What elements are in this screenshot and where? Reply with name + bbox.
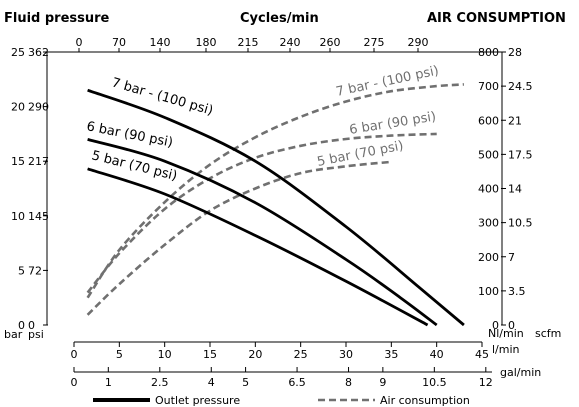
outlet-label-6bar: 6 bar (90 psi)	[85, 119, 174, 150]
left-psi-tick-label: 145	[28, 210, 49, 223]
top-tick-label: 275	[364, 36, 385, 49]
air-consumption-line-0	[86, 83, 464, 299]
top-tick-label: 180	[196, 36, 217, 49]
lmin-unit-label: l/min	[492, 343, 520, 356]
galmin-tick-label: 2.5	[151, 376, 169, 389]
nlmin-unit-label: Nl/min	[488, 327, 524, 340]
right-nlmin-tick-label: 400	[478, 183, 499, 196]
right-nlmin-tick-label: 700	[478, 80, 499, 93]
left-psi-tick-label: 362	[28, 46, 49, 59]
galmin-tick-label: 4	[208, 376, 215, 389]
air-consumption-line-2	[86, 160, 392, 316]
lmin-tick-label: 20	[248, 348, 262, 361]
left-bar-tick-label: 20	[11, 101, 25, 114]
galmin-tick-label: 12	[479, 376, 493, 389]
right-scfm-tick-label: 28	[508, 46, 522, 59]
galmin-tick-label: 5	[242, 376, 249, 389]
top-tick-label: 290	[408, 36, 429, 49]
right-nlmin-tick-label: 600	[478, 114, 499, 127]
right-scfm-tick-label: 14	[508, 183, 522, 196]
left-bar-tick-label: 0	[18, 319, 25, 332]
left-psi-tick-label: 290	[28, 101, 49, 114]
air-label-7bar: 7 bar - (100 psi)	[335, 63, 440, 99]
scfm-unit-label: scfm	[535, 327, 561, 340]
right-scfm-tick-label: 10.5	[508, 217, 533, 230]
top-tick-label: 215	[238, 36, 259, 49]
right-scfm-tick-label: 24.5	[508, 80, 533, 93]
lmin-axis-ticks: 0 5 10 15 20 25 30 35 40 45	[71, 342, 489, 361]
lmin-tick-label: 35	[384, 348, 398, 361]
air-consumption-title: AIR CONSUMPTION	[427, 11, 566, 26]
air-consumption-series	[86, 83, 464, 316]
top-tick-label: 70	[112, 36, 126, 49]
top-tick-label: 260	[320, 36, 341, 49]
galmin-tick-label: 0	[71, 376, 78, 389]
galmin-tick-label: 9	[379, 376, 386, 389]
right-scfm-tick-label: 0	[508, 319, 515, 332]
outlet-pressure-series	[87, 88, 465, 327]
right-scfm-tick-label: 21	[508, 114, 522, 127]
top-axis-ticks: 0 70 140 180 215 240 260 275 290	[76, 36, 429, 52]
fluid-pressure-title: Fluid pressure	[4, 11, 110, 26]
right-nlmin-tick-label: 0	[492, 319, 499, 332]
galmin-tick-label: 8	[345, 376, 352, 389]
top-tick-label: 240	[280, 36, 301, 49]
outlet-pressure-line-1	[87, 138, 438, 327]
bar-unit-label: bar	[4, 328, 23, 341]
lmin-tick-label: 25	[294, 348, 308, 361]
outlet-pressure-line-0	[87, 88, 465, 327]
galmin-unit-label: gal/min	[500, 366, 541, 379]
left-bar-tick-label: 25	[11, 46, 25, 59]
lmin-tick-label: 0	[71, 348, 78, 361]
right-axis-ticks: 0 0 100 3.5 200 7 300 10.5 400 14 500 17.5 600 21 700 2…	[478, 46, 533, 332]
left-bar-tick-label: 5	[18, 264, 25, 277]
galmin-axis-ticks: 0 1 2.5 4 5 6.5 8 9 10.5 12	[71, 367, 493, 389]
left-bar-tick-label: 10	[11, 210, 25, 223]
left-psi-tick-label: 217	[28, 155, 49, 168]
right-scfm-tick-label: 3.5	[508, 285, 526, 298]
left-psi-tick-label: 72	[28, 264, 42, 277]
right-scfm-tick-label: 17.5	[508, 148, 533, 161]
outlet-label-5bar: 5 bar (70 psi)	[90, 148, 179, 184]
psi-unit-label: psi	[28, 328, 44, 341]
galmin-tick-label: 10.5	[422, 376, 447, 389]
right-nlmin-tick-label: 800	[478, 46, 499, 59]
lmin-tick-label: 45	[475, 348, 489, 361]
lmin-tick-label: 40	[430, 348, 444, 361]
right-nlmin-tick-label: 100	[478, 285, 499, 298]
lmin-tick-label: 5	[116, 348, 123, 361]
galmin-tick-label: 1	[105, 376, 112, 389]
air-consumption-line-1	[86, 132, 437, 294]
top-tick-label: 140	[150, 36, 171, 49]
legend-outlet-label: Outlet pressure	[155, 394, 240, 407]
galmin-tick-label: 6.5	[288, 376, 306, 389]
top-tick-label: 0	[76, 36, 83, 49]
left-axis-ticks: 0 0 5 72 10 145 15 217 20 290 25 362	[11, 46, 49, 332]
lmin-tick-label: 15	[203, 348, 217, 361]
lmin-tick-label: 30	[339, 348, 353, 361]
left-bar-tick-label: 15	[11, 155, 25, 168]
cycles-per-min-title: Cycles/min	[240, 11, 319, 26]
outlet-label-7bar: 7 bar - (100 psi)	[110, 75, 215, 118]
right-nlmin-tick-label: 200	[478, 251, 499, 264]
right-nlmin-tick-label: 500	[478, 148, 499, 161]
legend-air-label: Air consumption	[380, 394, 470, 407]
left-psi-tick-label: 0	[28, 319, 35, 332]
right-scfm-tick-label: 7	[508, 251, 515, 264]
outlet-pressure-line-2	[87, 167, 429, 327]
lmin-tick-label: 10	[158, 348, 172, 361]
right-nlmin-tick-label: 300	[478, 217, 499, 230]
